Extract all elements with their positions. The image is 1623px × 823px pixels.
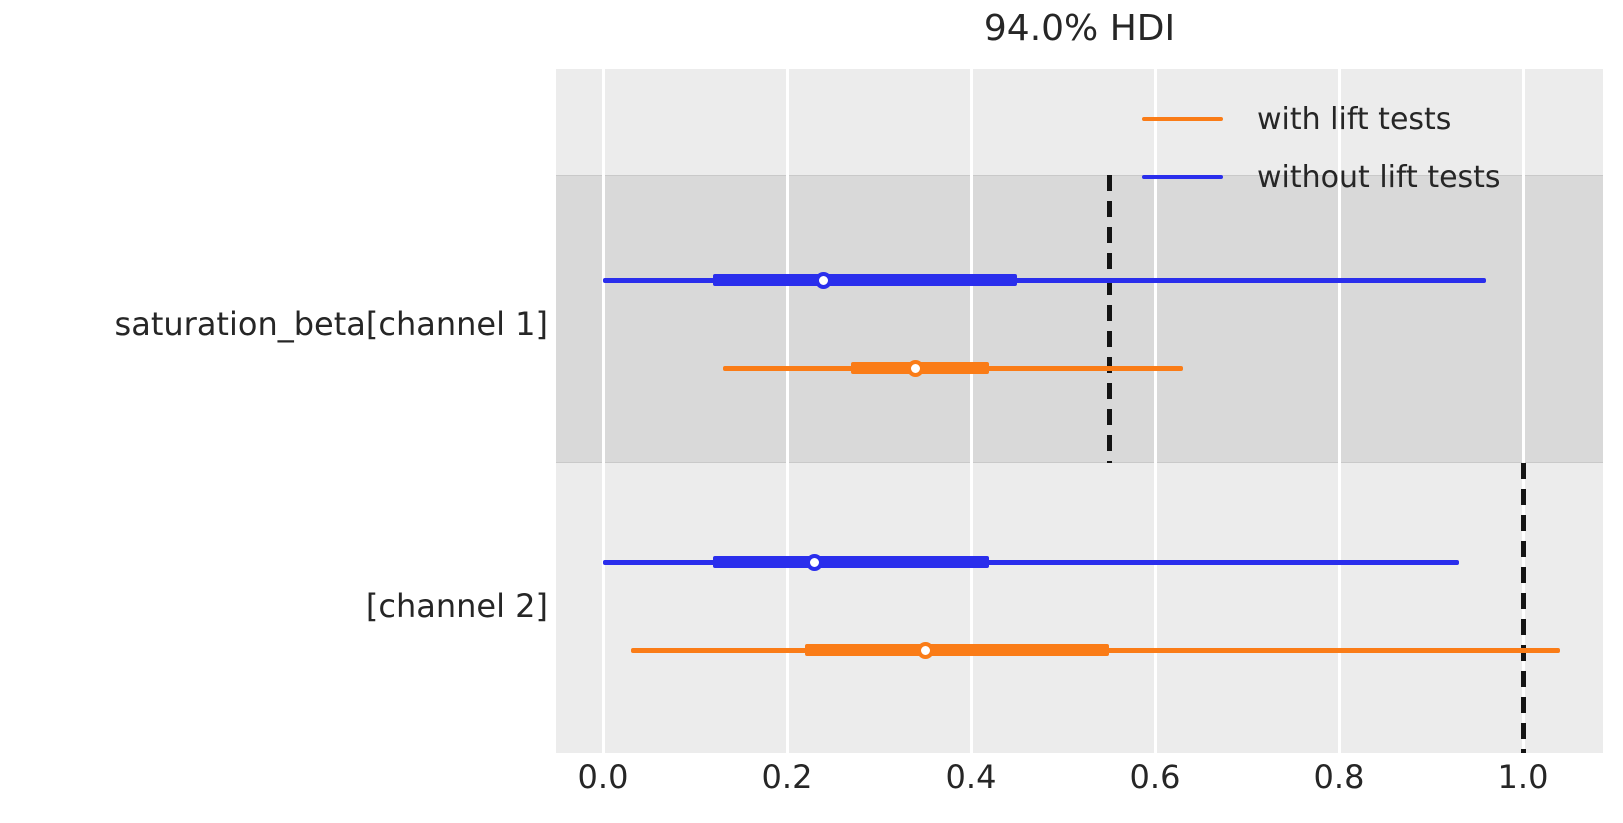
x-tick-label: 0.6 — [1095, 758, 1215, 796]
forest-plot-figure: 94.0% HDI with lift tests without lift t… — [0, 0, 1623, 823]
x-tick-label: 0.2 — [727, 758, 847, 796]
legend-label: without lift tests — [1257, 160, 1501, 195]
x-tick-label: 0.0 — [543, 758, 663, 796]
reference-line — [1521, 463, 1526, 753]
median-dot — [815, 272, 832, 289]
legend-entry-without-lift-tests: without lift tests — [1142, 162, 1501, 192]
hdi-line-thick — [805, 644, 1109, 656]
legend: with lift tests without lift tests — [1142, 104, 1501, 220]
median-dot — [917, 642, 934, 659]
reference-line — [1107, 175, 1112, 463]
legend-line-blue-icon — [1142, 175, 1223, 179]
x-tick-label: 1.0 — [1463, 758, 1583, 796]
legend-entry-with-lift-tests: with lift tests — [1142, 104, 1501, 134]
hdi-line-thick — [713, 274, 1017, 286]
legend-line-orange-icon — [1142, 117, 1223, 121]
median-dot — [806, 554, 823, 571]
x-tick-label: 0.4 — [911, 758, 1031, 796]
legend-label: with lift tests — [1257, 102, 1451, 137]
x-tick-label: 0.8 — [1279, 758, 1399, 796]
hdi-line-thick — [713, 556, 989, 568]
median-dot — [907, 360, 924, 377]
chart-title: 94.0% HDI — [556, 8, 1603, 49]
y-axis-label: saturation_beta[channel 1] — [0, 305, 548, 343]
y-axis-label: [channel 2] — [0, 587, 548, 625]
gridline — [602, 69, 605, 753]
